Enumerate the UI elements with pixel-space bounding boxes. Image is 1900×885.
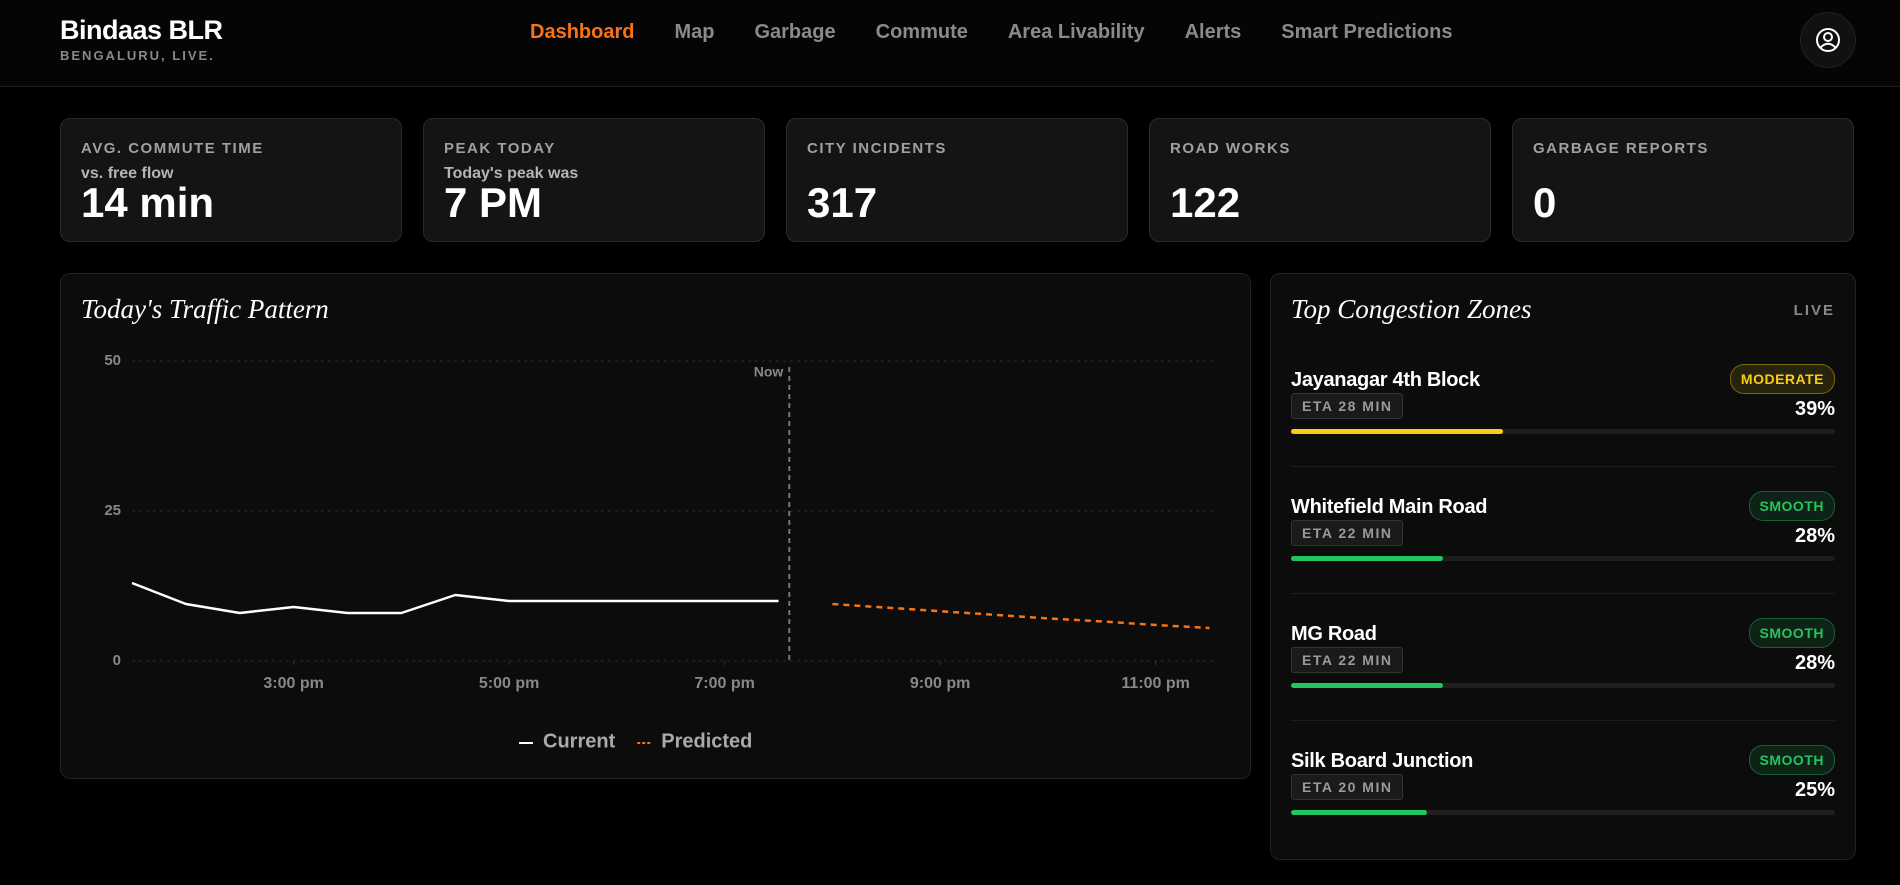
chart-title: Today's Traffic Pattern xyxy=(81,294,329,324)
y-tick-label: 50 xyxy=(104,352,121,369)
zone-bar xyxy=(1291,683,1444,688)
y-tick-label: 0 xyxy=(113,652,121,669)
tagline: BENGALURU, LIVE. xyxy=(60,48,215,63)
stat-value: 14 min xyxy=(81,179,215,226)
zone-bar xyxy=(1291,810,1427,815)
y-tick-label: 25 xyxy=(104,502,121,519)
nav-item[interactable]: Dashboard xyxy=(530,21,635,43)
stat-sub: Today's peak was xyxy=(444,165,579,182)
stat-label: ROAD WORKS xyxy=(1170,140,1291,157)
zone-row[interactable]: MG Road SMOOTH ETA 22 MIN 28% xyxy=(1291,618,1835,743)
x-tick-label: 7:00 pm xyxy=(694,675,754,692)
nav: Dashboard Map Garbage Commute Area Livabilit… xyxy=(530,21,1452,44)
zone-status: SMOOTH xyxy=(1748,745,1835,775)
stat-value: 0 xyxy=(1533,179,1557,226)
stat-card: GARBAGE REPORTS 0 xyxy=(1512,118,1854,242)
x-tick-label: 3:00 pm xyxy=(263,675,323,692)
zone-name: Silk Board Junction xyxy=(1291,750,1474,772)
zone-row[interactable]: Whitefield Main Road SMOOTH ETA 22 MIN 28% xyxy=(1291,491,1835,616)
zone-divider xyxy=(1291,720,1835,721)
zone-eta: ETA 22 MIN xyxy=(1291,647,1404,673)
stat-sub: vs. free flow xyxy=(81,165,174,182)
zone-track xyxy=(1291,810,1835,815)
zone-divider xyxy=(1291,466,1835,467)
zone-name: MG Road xyxy=(1291,623,1377,645)
now-label: Now xyxy=(754,364,784,380)
stat-value: 122 xyxy=(1170,179,1241,226)
stat-card: CITY INCIDENTS 317 xyxy=(786,118,1128,242)
zone-row[interactable]: Jayanagar 4th Block MODERATE ETA 28 MIN 39% xyxy=(1291,364,1835,489)
nav-item[interactable]: Smart Predictions xyxy=(1281,21,1453,43)
x-tick-label: 11:00 pm xyxy=(1121,675,1189,692)
legend-label: Current xyxy=(543,730,616,752)
zone-status: SMOOTH xyxy=(1748,618,1835,648)
zone-eta: ETA 22 MIN xyxy=(1291,520,1404,546)
header: Bindaas BLR BENGALURU, LIVE. Dashboard Ma… xyxy=(0,0,1900,87)
stat-card: AVG. COMMUTE TIME vs. free flow 14 min xyxy=(60,118,402,242)
stat-label: GARBAGE REPORTS xyxy=(1533,140,1709,157)
zone-track xyxy=(1291,429,1835,434)
zone-eta: ETA 28 MIN xyxy=(1291,393,1404,419)
zone-eta: ETA 20 MIN xyxy=(1291,774,1404,800)
stat-card: PEAK TODAY Today's peak was 7 PM xyxy=(423,118,765,242)
series-line xyxy=(832,602,1210,630)
chart: 0 25 50 3:00 pm 5:00 pm 7:00 pm 9:00 pm 11:00 p… xyxy=(104,352,1216,752)
stat-card: ROAD WORKS 122 xyxy=(1149,118,1491,242)
traffic-panel: Today's Traffic Pattern 0 25 50 3:00 pm 5:00… xyxy=(60,273,1251,779)
live-badge: LIVE xyxy=(1793,302,1835,319)
zone-track xyxy=(1291,683,1835,688)
brand[interactable]: Bindaas BLR xyxy=(60,15,223,45)
stat-value: 7 PM xyxy=(444,179,543,226)
stat-cards: AVG. COMMUTE TIME vs. free flow 14 min PEAK… xyxy=(60,118,1854,242)
zone-divider xyxy=(1291,593,1835,594)
nav-item[interactable]: Map xyxy=(674,21,715,43)
zone-percent: 28% xyxy=(1794,652,1835,674)
stat-label: CITY INCIDENTS xyxy=(807,140,947,157)
zone-name: Whitefield Main Road xyxy=(1291,496,1488,518)
zone-bar xyxy=(1291,429,1504,434)
stat-label: PEAK TODAY xyxy=(444,140,556,157)
legend-label: Predicted xyxy=(661,730,752,752)
x-tick-label: 9:00 pm xyxy=(910,675,970,692)
profile-icon xyxy=(1816,28,1840,52)
zone-status: SMOOTH xyxy=(1748,491,1835,521)
nav-item[interactable]: Commute xyxy=(875,21,968,43)
x-tick-label: 5:00 pm xyxy=(479,675,539,692)
zone-track xyxy=(1291,556,1835,561)
stat-value: 317 xyxy=(807,179,878,226)
zone-percent: 39% xyxy=(1794,398,1835,420)
nav-item[interactable]: Garbage xyxy=(754,21,836,43)
zones-title: Top Congestion Zones xyxy=(1291,294,1532,324)
zone-row[interactable]: Silk Board Junction SMOOTH ETA 20 MIN 25% xyxy=(1291,745,1835,870)
profile-button[interactable] xyxy=(1800,12,1856,68)
stat-label: AVG. COMMUTE TIME xyxy=(81,140,264,157)
zone-percent: 25% xyxy=(1794,779,1835,801)
zone-status: MODERATE xyxy=(1729,364,1835,394)
zone-percent: 28% xyxy=(1794,525,1835,547)
nav-item[interactable]: Alerts xyxy=(1184,21,1242,43)
zone-bar xyxy=(1291,556,1444,561)
zone-name: Jayanagar 4th Block xyxy=(1291,369,1480,391)
series-line xyxy=(131,581,779,615)
nav-item[interactable]: Area Livability xyxy=(1007,21,1145,43)
zones-panel: Top Congestion Zones LIVE Jayanagar 4th … xyxy=(1270,273,1856,860)
